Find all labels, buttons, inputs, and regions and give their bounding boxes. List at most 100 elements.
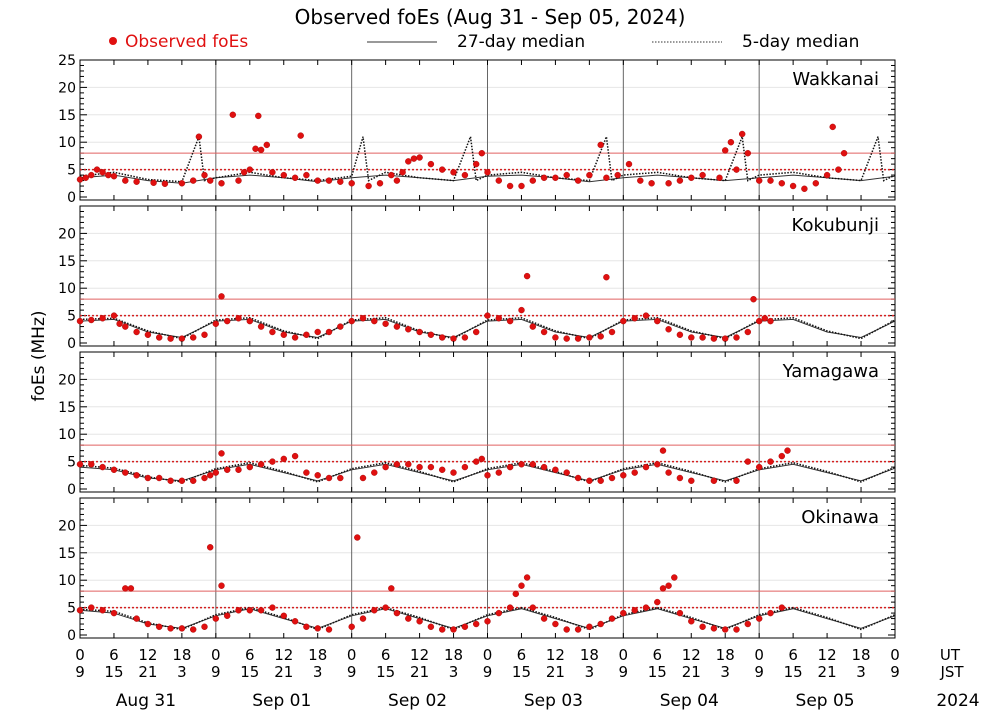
jst-tick-label: 21	[410, 663, 429, 681]
observed-point	[110, 466, 118, 473]
observed-point	[178, 625, 186, 632]
observed-point	[625, 160, 633, 168]
observed-point	[167, 335, 174, 342]
observed-point	[699, 334, 706, 341]
observed-point	[642, 463, 650, 471]
observed-point	[371, 317, 378, 325]
observed-point	[201, 474, 208, 482]
day-label: Aug 31	[116, 691, 176, 711]
observed-point	[461, 463, 469, 471]
observed-point	[269, 169, 276, 176]
year-label: 2024	[936, 691, 979, 711]
observed-point	[427, 160, 435, 168]
ut-tick-label: 18	[580, 646, 599, 664]
observed-point	[116, 320, 123, 327]
observed-point	[574, 335, 582, 342]
ut-tick-label: 12	[274, 646, 293, 664]
observed-point	[167, 477, 174, 484]
observed-point	[382, 463, 389, 471]
observed-point	[382, 320, 389, 327]
observed-point	[540, 328, 548, 336]
observed-point	[371, 469, 378, 476]
jst-tick-label: 15	[240, 663, 259, 681]
observed-point	[473, 458, 480, 465]
day-label: Sep 05	[796, 691, 855, 711]
observed-point	[750, 296, 757, 303]
legend-observed-marker	[109, 37, 117, 45]
observed-point	[722, 626, 729, 633]
observed-point	[506, 604, 514, 611]
station-label: Wakkanai	[792, 69, 879, 90]
ut-tick-label: 0	[483, 646, 493, 664]
observed-point	[699, 623, 706, 630]
legend: Observed foEs 27-day median 5-day median	[109, 32, 859, 52]
observed-point	[710, 625, 718, 632]
observed-point	[416, 328, 423, 336]
y-tick-label: 10	[58, 427, 76, 443]
observed-point	[506, 182, 514, 190]
panel-kokubunji: 0 5 10 15 20 Kokubunji	[58, 205, 896, 352]
observed-point	[144, 474, 152, 482]
observed-point	[269, 458, 276, 465]
observed-point	[608, 615, 616, 622]
observed-point	[393, 177, 401, 184]
observed-point	[303, 331, 310, 338]
ut-tick-label: 0	[890, 646, 900, 664]
observed-point	[314, 472, 321, 479]
observed-point	[133, 328, 140, 336]
observed-point	[325, 626, 333, 633]
observed-point	[495, 177, 502, 184]
observed-point	[529, 323, 536, 330]
observed-point	[484, 618, 491, 625]
ut-tick-label: 0	[75, 646, 85, 664]
observed-point	[314, 328, 321, 336]
jst-label: JST	[939, 663, 964, 681]
jst-tick-label: 15	[104, 663, 123, 681]
observed-point	[654, 317, 661, 325]
observed-point	[399, 169, 406, 176]
observed-point	[337, 474, 344, 482]
observed-point	[291, 618, 299, 625]
observed-point	[523, 574, 531, 581]
panel-wakkanai: 0 5 10 15 20 25 Wakkanai	[58, 53, 896, 206]
observed-point	[110, 609, 118, 617]
observed-point	[529, 177, 536, 184]
observed-point	[291, 334, 299, 341]
observed-point	[388, 585, 395, 592]
observed-point	[597, 477, 604, 484]
observed-point	[450, 169, 457, 176]
jst-tick-label: 9	[754, 663, 764, 681]
observed-point	[257, 461, 265, 468]
observed-point	[676, 474, 684, 482]
series-observed	[76, 534, 785, 633]
observed-point	[450, 335, 457, 342]
observed-point	[540, 174, 548, 182]
observed-point	[665, 180, 672, 187]
observed-point	[756, 463, 763, 471]
jst-tick-label: 15	[784, 663, 803, 681]
observed-point	[784, 447, 791, 454]
observed-point	[473, 620, 480, 628]
observed-point	[586, 623, 593, 630]
jst-tick-label: 3	[449, 663, 459, 681]
observed-point	[246, 607, 254, 614]
observed-point	[484, 169, 491, 176]
observed-point	[297, 132, 304, 139]
observed-point	[574, 474, 582, 482]
observed-point	[416, 618, 423, 625]
observed-point	[823, 171, 831, 179]
observed-point	[235, 177, 242, 184]
observed-point	[450, 626, 457, 633]
observed-point	[812, 180, 819, 187]
observed-point	[478, 455, 485, 463]
observed-point	[699, 171, 706, 179]
observed-point	[659, 585, 667, 592]
ut-label: UT	[940, 646, 961, 664]
observed-point	[201, 623, 208, 630]
observed-point	[767, 458, 774, 465]
observed-point	[280, 171, 287, 179]
observed-point	[155, 474, 163, 482]
observed-point	[518, 582, 525, 589]
ut-tick-label: 6	[653, 646, 663, 664]
jst-tick-label: 21	[138, 663, 157, 681]
